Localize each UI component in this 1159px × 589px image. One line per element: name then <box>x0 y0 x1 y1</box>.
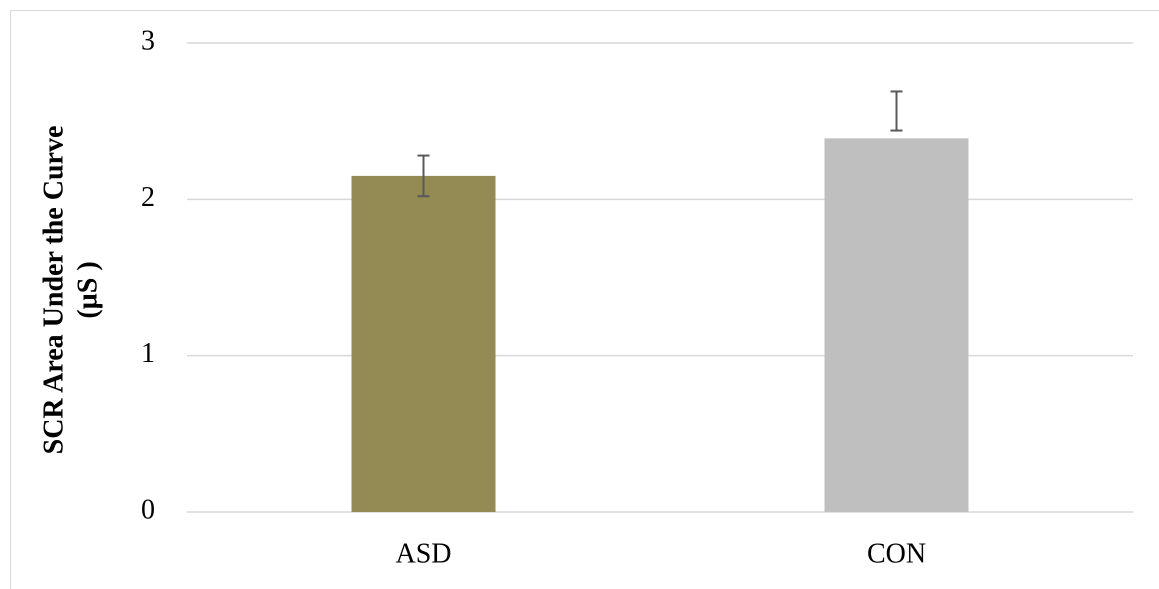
y-axis-title-line: SCR Area Under the Curve <box>38 126 69 455</box>
x-tick-label: ASD <box>395 538 451 569</box>
y-axis-title: SCR Area Under the Curve (µS ) <box>38 126 103 455</box>
error-bar <box>417 154 430 198</box>
bar <box>351 175 496 512</box>
x-tick-label: CON <box>867 538 926 569</box>
bar <box>824 138 969 512</box>
y-axis-title-line: (µS ) <box>72 261 103 318</box>
error-bar <box>890 90 903 132</box>
y-tick-label: 3 <box>141 25 155 56</box>
chart-border <box>10 10 1159 589</box>
y-tick-label: 0 <box>141 494 155 525</box>
y-tick-label: 2 <box>141 182 155 213</box>
y-tick-label: 1 <box>141 338 155 369</box>
